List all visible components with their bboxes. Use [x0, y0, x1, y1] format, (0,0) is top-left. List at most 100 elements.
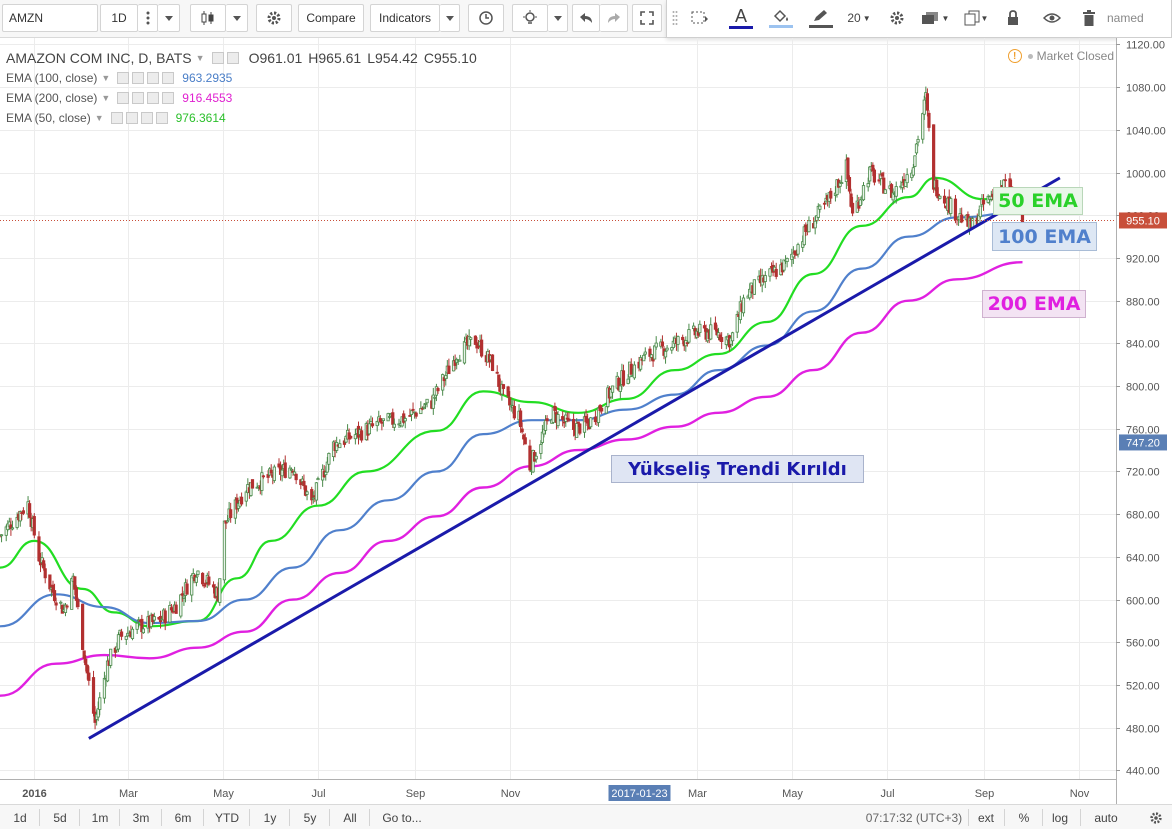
delete-trash-icon[interactable]: [1075, 5, 1103, 31]
series-menu-chevron-icon[interactable]: ▼: [195, 53, 205, 63]
replay-lightbulb-icon[interactable]: [512, 4, 548, 32]
visual-order-icon[interactable]: ▼: [917, 5, 953, 31]
ema200-add-icon[interactable]: [147, 92, 160, 104]
indicators-chevron-down-icon[interactable]: [440, 4, 460, 32]
candle: [185, 579, 189, 595]
ext-toggle[interactable]: ext: [972, 810, 1000, 826]
range-button-1d[interactable]: 1d: [13, 811, 27, 825]
price-chart[interactable]: 440.00 480.00 520.00 560.00 600.00 640.00 680.…: [0, 38, 1172, 804]
ema100-add-icon[interactable]: [147, 72, 160, 84]
clone-icon[interactable]: ▼: [959, 5, 993, 31]
chart-type-chevron-down-icon[interactable]: [226, 4, 248, 32]
fullscreen-icon[interactable]: [632, 4, 662, 32]
candle: [687, 323, 691, 344]
last-price-tag: [1119, 212, 1167, 229]
time-cursor-tag: [608, 785, 671, 801]
main-series-legend[interactable]: AMAZON COM INC, D, BATS ▼ O961.01 H965.6…: [6, 50, 477, 66]
annotation-ema50[interactable]: 50 EMA: [993, 187, 1083, 215]
ema100-line[interactable]: [0, 210, 1023, 628]
candle: [922, 95, 926, 120]
market-status[interactable]: ! Market Closed: [1007, 49, 1114, 63]
ema200-legend[interactable]: EMA (200, close) ▼ 916.4553: [6, 91, 232, 105]
annotation-trend-broken[interactable]: Yükseliş Trendi Kırıldı: [611, 455, 864, 483]
bottom-settings-gear-icon[interactable]: [1146, 810, 1166, 826]
ema200-settings-icon[interactable]: [132, 92, 145, 104]
range-button-1m[interactable]: 1m: [91, 811, 109, 825]
ema50-settings-icon[interactable]: [125, 112, 138, 124]
candle: [593, 410, 598, 425]
chart-pane[interactable]: 440.00 480.00 520.00 560.00 600.00 640.00 680.…: [0, 38, 1172, 804]
ema50-eye-icon[interactable]: [110, 112, 123, 124]
range-button-5d[interactable]: 5d: [53, 811, 67, 825]
candle: [207, 571, 211, 587]
candle: [610, 385, 615, 399]
replay-chevron-down-icon[interactable]: [548, 4, 568, 32]
price-tick-label: 760.00: [1126, 425, 1160, 437]
price-axis[interactable]: [1116, 38, 1172, 804]
interval-chevron-down-icon[interactable]: [158, 4, 180, 32]
range-button-5y[interactable]: 5y: [303, 811, 317, 825]
ema100-legend[interactable]: EMA (100, close) ▼ 963.2935: [6, 71, 232, 85]
range-button-6m[interactable]: 6m: [174, 811, 192, 825]
alert-clock-icon[interactable]: [468, 4, 504, 32]
ema200-chevron-icon[interactable]: ▼: [101, 93, 111, 103]
drawing-settings-gear-icon[interactable]: [883, 5, 911, 31]
range-button-1y[interactable]: 1y: [263, 811, 277, 825]
ema50-chevron-icon[interactable]: ▼: [94, 113, 104, 123]
drag-handle-icon[interactable]: [669, 5, 681, 31]
ema100-close-icon[interactable]: [162, 72, 175, 84]
log-toggle[interactable]: log: [1046, 810, 1074, 826]
text-color-icon[interactable]: A: [723, 5, 759, 31]
candle: [698, 320, 702, 337]
candle: [663, 349, 668, 364]
candles-icon[interactable]: [190, 4, 226, 32]
annotation-ema100[interactable]: 100 EMA: [992, 222, 1097, 251]
ema50-add-icon[interactable]: [140, 112, 153, 124]
annotation-ema200[interactable]: 200 EMA: [982, 290, 1086, 318]
ema100-chevron-icon[interactable]: ▼: [101, 73, 111, 83]
interval-more-icon[interactable]: [138, 4, 158, 32]
ema50-value: 976.3614: [175, 111, 226, 125]
candle: [130, 626, 135, 641]
auto-toggle[interactable]: auto: [1088, 810, 1124, 826]
compare-button[interactable]: Compare: [298, 4, 364, 32]
candle: [480, 334, 484, 358]
symbol-search-box[interactable]: AMZN: [2, 4, 98, 32]
ema200-eye-icon[interactable]: [117, 92, 130, 104]
indicators-button[interactable]: Indicators: [370, 4, 440, 32]
series-visibility-eye-icon[interactable]: [211, 52, 224, 64]
fill-bucket-icon[interactable]: [763, 5, 799, 31]
range-button-3m[interactable]: 3m: [132, 811, 150, 825]
ema100-settings-icon[interactable]: [132, 72, 145, 84]
undo-icon[interactable]: [572, 4, 600, 32]
range-button-ytd[interactable]: YTD: [215, 811, 239, 825]
price-tick-label: 560.00: [1126, 638, 1160, 650]
font-size-select[interactable]: 20 ▼: [843, 5, 875, 31]
layout-name-button[interactable]: named: [1107, 5, 1171, 31]
range-button-all[interactable]: All: [343, 811, 357, 825]
uptrend-line[interactable]: [88, 176, 1061, 740]
line-color-pencil-icon[interactable]: [803, 5, 839, 31]
clock-timezone[interactable]: 07:17:32 (UTC+3): [862, 810, 966, 826]
lock-icon[interactable]: [999, 5, 1027, 31]
ema200-close-icon[interactable]: [162, 92, 175, 104]
candle: [545, 415, 549, 425]
ema50-legend[interactable]: EMA (50, close) ▼ 976.3614: [6, 111, 226, 125]
goto-button[interactable]: Go to...: [372, 810, 432, 826]
ema50-close-icon[interactable]: [155, 112, 168, 124]
ema200-line[interactable]: [0, 261, 1023, 697]
candle: [978, 205, 982, 219]
settings-gear-icon[interactable]: [256, 4, 292, 32]
ema100-eye-icon[interactable]: [117, 72, 130, 84]
candle: [141, 626, 145, 634]
separator: [289, 809, 290, 826]
candle: [927, 110, 931, 132]
select-area-icon[interactable]: [685, 5, 715, 31]
series-settings-icon[interactable]: [226, 52, 239, 64]
interval-button[interactable]: 1D: [100, 4, 138, 32]
auto-label: auto: [1094, 811, 1118, 825]
redo-icon[interactable]: [600, 4, 628, 32]
separator: [329, 809, 330, 826]
percent-toggle[interactable]: %: [1010, 810, 1038, 826]
hide-eye-icon[interactable]: [1037, 5, 1067, 31]
